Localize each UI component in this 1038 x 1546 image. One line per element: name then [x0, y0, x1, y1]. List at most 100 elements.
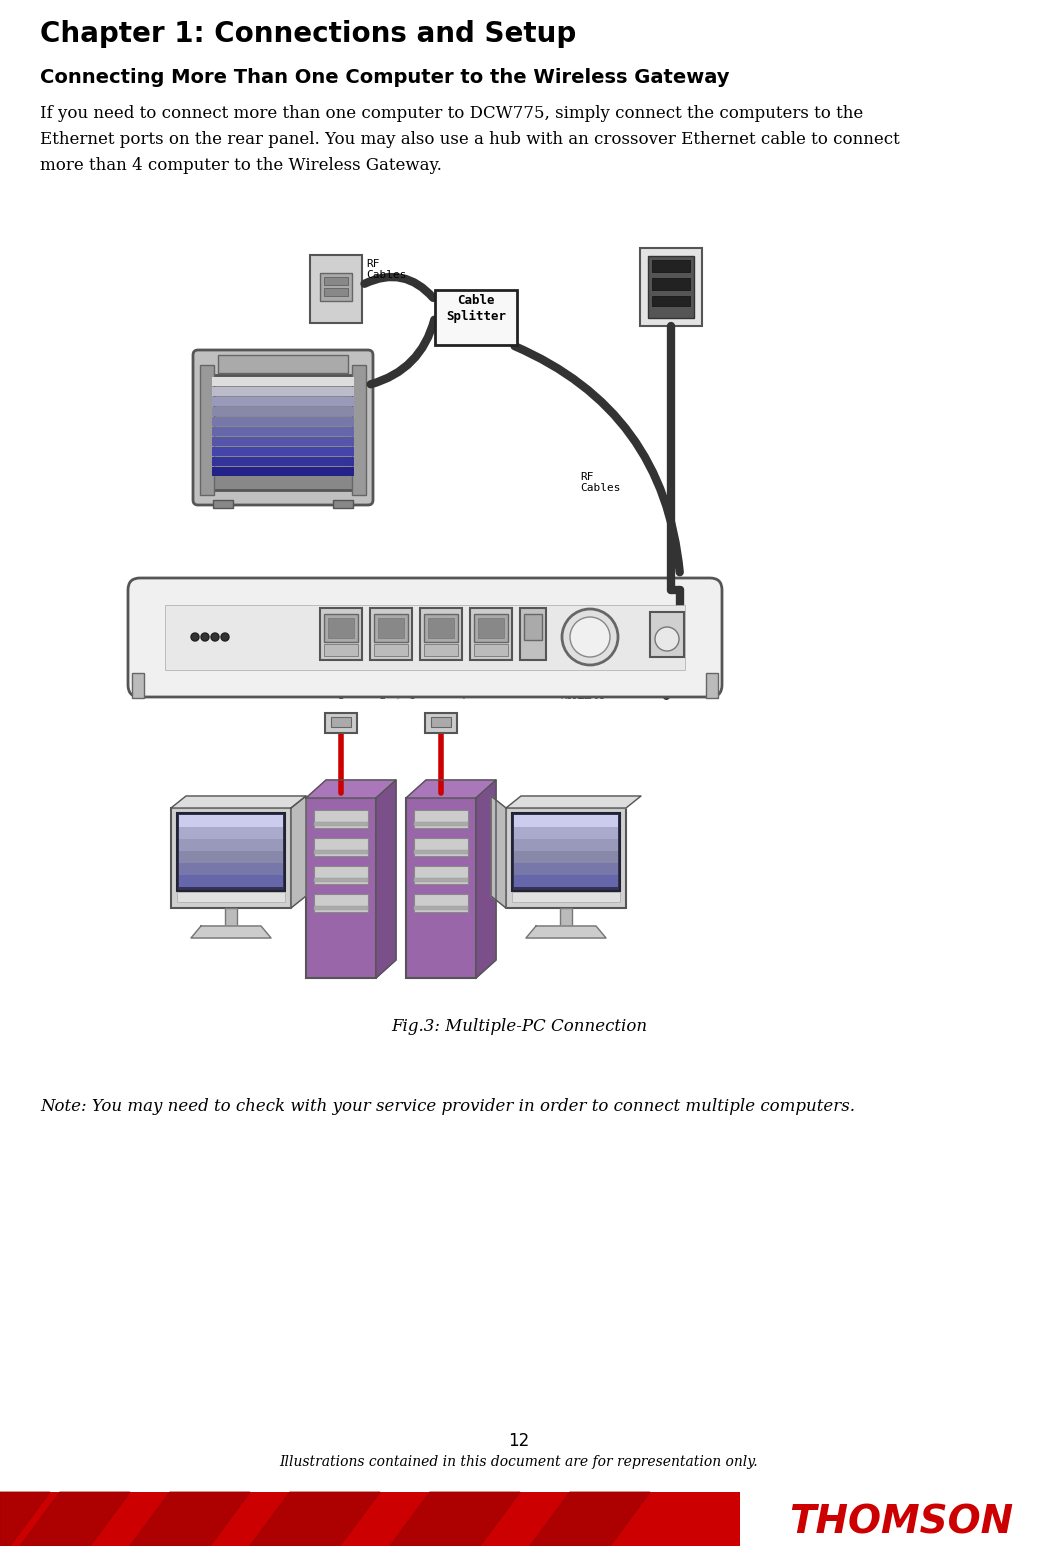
FancyBboxPatch shape [128, 578, 722, 697]
Bar [414, 850, 468, 853]
Circle shape [201, 632, 209, 642]
Bar [315, 850, 368, 853]
Bar [414, 838, 468, 856]
Bar [212, 417, 354, 427]
Bar [306, 798, 376, 979]
Bar [414, 866, 468, 884]
Bar [428, 618, 454, 638]
Text: RF: RF [366, 260, 380, 269]
Bar [374, 645, 408, 656]
Circle shape [562, 609, 618, 665]
Bar [414, 894, 468, 912]
Polygon shape [306, 781, 397, 798]
Bar [650, 612, 684, 657]
Bar [212, 458, 354, 465]
Bar [514, 863, 618, 875]
Polygon shape [291, 796, 306, 908]
Circle shape [655, 628, 679, 651]
Bar [200, 365, 214, 495]
Circle shape [221, 632, 229, 642]
Bar [210, 376, 356, 490]
Bar [414, 822, 468, 826]
Bar [177, 813, 285, 890]
Bar [315, 878, 368, 883]
Text: Chapter 1: Connections and Setup: Chapter 1: Connections and Setup [40, 20, 576, 48]
Text: Cables: Cables [366, 271, 407, 280]
Polygon shape [506, 796, 641, 809]
Bar [328, 618, 354, 638]
Bar [514, 850, 618, 863]
Polygon shape [250, 1492, 380, 1546]
Bar [212, 397, 354, 407]
Bar [479, 618, 504, 638]
Text: ←●→: ←●→ [655, 691, 680, 700]
Text: Reset: Reset [561, 691, 590, 700]
Bar [324, 614, 358, 642]
Bar [514, 815, 618, 827]
Bar [179, 875, 283, 887]
Bar [324, 645, 358, 656]
Circle shape [191, 632, 199, 642]
Bar [315, 822, 368, 826]
Bar [370, 608, 412, 660]
Bar [378, 618, 404, 638]
Text: more than 4 computer to the Wireless Gateway.: more than 4 computer to the Wireless Gat… [40, 158, 442, 175]
Polygon shape [20, 1492, 130, 1546]
Polygon shape [171, 796, 306, 809]
Polygon shape [406, 781, 496, 798]
Bar [435, 291, 517, 345]
Text: Cables: Cables [580, 482, 621, 493]
Bar [315, 906, 368, 911]
Bar [315, 866, 368, 884]
Bar [333, 499, 353, 509]
Bar [212, 438, 354, 445]
Bar [315, 838, 368, 856]
Text: Cable: Cable [458, 294, 495, 308]
Polygon shape [491, 796, 506, 908]
Text: 2: 2 [379, 691, 385, 700]
Bar [320, 608, 362, 660]
Bar [179, 863, 283, 875]
Bar [320, 274, 352, 301]
Bar [179, 850, 283, 863]
Text: Illustrations contained in this document are for representation only.: Illustrations contained in this document… [279, 1455, 759, 1469]
Bar [324, 288, 348, 295]
Text: 4: 4 [459, 691, 465, 700]
Bar [414, 878, 468, 883]
Text: RF: RF [580, 472, 594, 482]
Bar [474, 645, 508, 656]
Bar [652, 260, 690, 272]
Bar [640, 247, 702, 326]
Text: Ethernet ports on the rear panel. You may also use a hub with an crossover Ether: Ethernet ports on the rear panel. You ma… [40, 131, 900, 148]
Circle shape [570, 617, 610, 657]
Bar [212, 377, 354, 386]
Bar [559, 908, 572, 926]
Bar [520, 608, 546, 660]
Bar [218, 356, 348, 373]
Polygon shape [376, 781, 397, 979]
Bar [315, 810, 368, 829]
FancyBboxPatch shape [193, 349, 373, 506]
Polygon shape [390, 1492, 520, 1546]
Text: ⚡: ⚡ [395, 693, 401, 700]
Bar [225, 908, 237, 926]
Bar [514, 827, 618, 839]
Bar [212, 447, 354, 456]
Bar [324, 277, 348, 284]
Bar [0, 1492, 740, 1546]
Bar [431, 717, 450, 727]
Bar [514, 839, 618, 850]
Bar [325, 713, 357, 733]
Bar [524, 614, 542, 640]
Polygon shape [0, 1492, 50, 1546]
Bar [424, 614, 458, 642]
Bar [470, 608, 512, 660]
Bar [374, 614, 408, 642]
Bar [420, 608, 462, 660]
Bar [424, 645, 458, 656]
Text: Splitter: Splitter [446, 309, 506, 323]
Bar [212, 467, 354, 476]
Bar [315, 894, 368, 912]
Bar [212, 386, 354, 396]
Polygon shape [530, 1492, 650, 1546]
